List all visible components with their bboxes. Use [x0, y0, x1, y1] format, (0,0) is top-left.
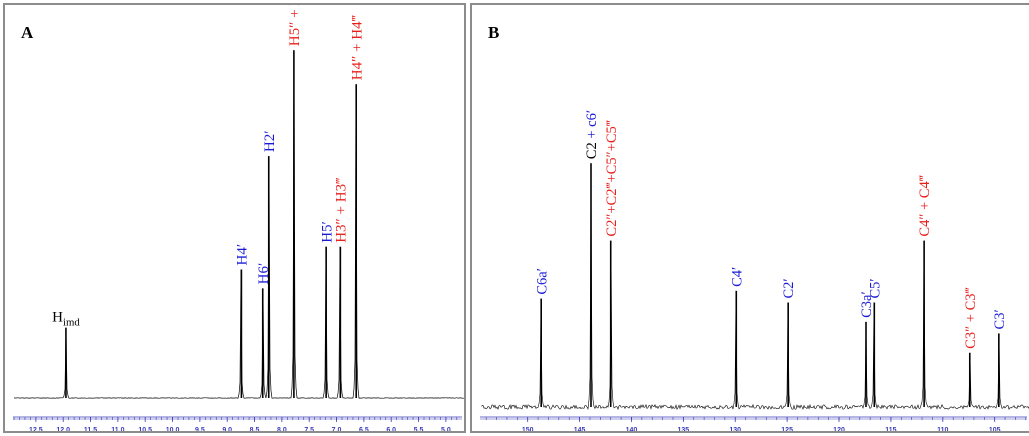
x-tick-label: 10.5 — [138, 427, 152, 431]
peak-label: C3a′ — [859, 291, 875, 318]
peak-label: C3′ — [992, 309, 1008, 329]
x-tick-label: 110 — [937, 427, 948, 431]
x-tick-label: 150 — [522, 427, 534, 431]
peak-label: C2″+C2‴+C5″+C5‴ — [604, 120, 620, 236]
peak-label: C2′ — [781, 278, 797, 298]
x-tick-label: 140 — [626, 427, 638, 431]
x-tick-label: 12.0 — [56, 427, 70, 431]
peak-label: Himd — [52, 310, 80, 329]
x-tick-label: 11.5 — [84, 427, 97, 431]
x-tick-label: 8.5 — [250, 427, 260, 431]
carbon-nmr-chart: 150 145 140 135 130 125 120 115 110 105 C6a′ C2 + c… — [480, 110, 1029, 431]
peak-label: C6a′ — [534, 268, 550, 295]
x-tick-label: 7.5 — [304, 427, 314, 431]
peak-label: H4″ + H4‴ — [349, 14, 365, 80]
x-tick-label: 12.5 — [29, 427, 43, 431]
peak-label: C4″ + C4‴ — [917, 175, 933, 236]
proton-nmr-chart: 12.5 12.0 11.5 11.0 10.5 10.0 9.5 9.0 8.5 8.0 7.5 7… — [13, 5, 464, 431]
x-tick-label: 8.0 — [277, 427, 287, 431]
x-tick-label: 5.0 — [441, 427, 451, 431]
x-tick-label: 125 — [781, 427, 793, 431]
x-tick-label: 135 — [678, 427, 690, 431]
panel-a-label: A — [21, 23, 34, 42]
x-tick-label: 10.0 — [166, 427, 180, 431]
peak-label: C2 + c6′ — [584, 110, 600, 159]
x-tick-label: 7.0 — [332, 427, 342, 431]
peak-label: C4′ — [729, 267, 745, 287]
x-tick-label: 130 — [729, 427, 741, 431]
panel-a-proton-spectrum: A 12.5 12.0 11.5 11.0 10.5 10.0 9.5 9.0 8.5 8.0 7.… — [3, 3, 466, 433]
x-tick-label: 145 — [574, 427, 586, 431]
peak-label: H4′ — [235, 244, 251, 266]
x-tick-label: 105 — [989, 427, 1001, 431]
panel-b-carbon-spectrum: B 150 145 140 135 130 125 120 115 110 105 C6a′ C2 +… — [470, 3, 1029, 433]
x-tick-label: 6.5 — [359, 427, 369, 431]
peak-label: H2′ — [262, 130, 278, 152]
x-tick-label: 11.0 — [111, 427, 124, 431]
spectrum-trace — [13, 50, 464, 399]
x-tick-label: 115 — [885, 427, 896, 431]
x-tick-label: 9.0 — [222, 427, 232, 431]
peak-label: C5′ — [867, 278, 883, 298]
panel-b-label: B — [488, 23, 500, 42]
spectrum-trace — [480, 163, 1029, 410]
x-tick-label: 6.0 — [386, 427, 396, 431]
peak-label: C3″ + C3‴ — [963, 287, 979, 348]
peak-label: H6′ — [256, 263, 272, 285]
peak-label: H5″ + H5‴ — [287, 5, 303, 46]
x-tick-label: 120 — [833, 427, 845, 431]
x-tick-label: 5.5 — [414, 427, 424, 431]
x-tick-label: 9.5 — [195, 427, 205, 431]
peak-label: H5′ — [319, 221, 335, 243]
peak-label: H3″ + H3‴ — [334, 177, 350, 243]
